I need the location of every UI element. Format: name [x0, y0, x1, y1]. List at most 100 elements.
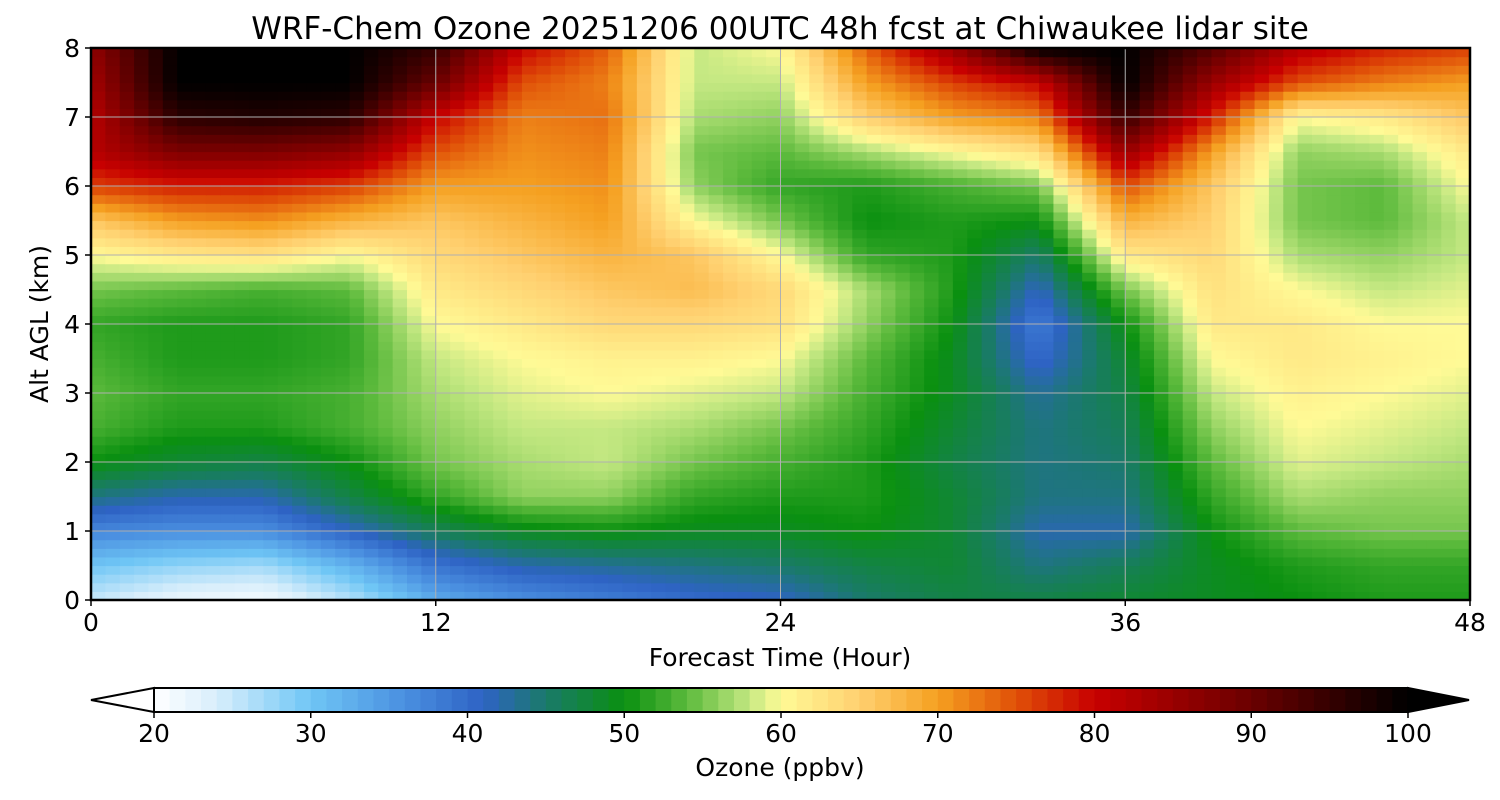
heatmap-cell	[622, 556, 638, 567]
heatmap-cell	[392, 298, 408, 308]
heatmap-cell	[507, 280, 523, 291]
heatmap-cell	[1240, 220, 1256, 230]
heatmap-cell	[981, 151, 997, 161]
heatmap-cell	[881, 479, 897, 489]
heatmap-cell	[1426, 315, 1442, 325]
heatmap-cell	[780, 565, 796, 575]
heatmap-cell	[1053, 211, 1069, 222]
heatmap-cell	[249, 513, 264, 523]
heatmap-cell	[306, 160, 322, 170]
heatmap-cell	[1153, 289, 1169, 299]
heatmap-cell	[263, 211, 279, 222]
heatmap-cell	[723, 272, 738, 282]
heatmap-cell	[981, 548, 997, 558]
heatmap-cell	[1441, 582, 1457, 592]
heatmap-cell	[464, 410, 480, 420]
heatmap-cell	[1168, 384, 1184, 394]
heatmap-cell	[651, 539, 667, 549]
heatmap-cell	[909, 548, 925, 558]
heatmap-cell	[1455, 487, 1470, 498]
heatmap-cell	[1398, 186, 1414, 196]
heatmap-cell	[881, 418, 897, 429]
heatmap-cell	[1326, 177, 1342, 187]
heatmap-cell	[1369, 203, 1385, 213]
heatmap-cell	[895, 298, 911, 308]
heatmap-cell	[837, 272, 853, 282]
heatmap-cell	[837, 410, 853, 420]
heatmap-cell	[191, 539, 207, 549]
heatmap-cell	[1211, 349, 1227, 360]
heatmap-cell	[119, 246, 135, 256]
heatmap-cell	[1039, 246, 1055, 256]
heatmap-cell	[1125, 272, 1141, 282]
heatmap-cell	[895, 591, 911, 600]
heatmap-cell	[766, 263, 782, 273]
heatmap-cell	[335, 289, 351, 299]
heatmap-cell	[292, 160, 308, 170]
heatmap-cell	[737, 306, 753, 316]
heatmap-cell	[450, 410, 466, 420]
heatmap-cell	[608, 237, 624, 247]
heatmap-cell	[1024, 280, 1040, 291]
heatmap-cell	[751, 315, 767, 325]
heatmap-cell	[1455, 582, 1470, 592]
heatmap-cell	[895, 332, 911, 342]
heatmap-cell	[881, 427, 897, 437]
heatmap-cell	[981, 401, 997, 411]
heatmap-cell	[378, 522, 394, 532]
heatmap-cell	[1197, 168, 1213, 178]
heatmap-cell	[651, 565, 667, 575]
heatmap-cell	[1053, 151, 1069, 161]
heatmap-cell	[134, 280, 150, 291]
heatmap-cell	[205, 220, 221, 230]
heatmap-cell	[665, 556, 681, 567]
heatmap-cell	[1283, 582, 1299, 592]
heatmap-cell	[1383, 341, 1399, 351]
heatmap-cell	[105, 142, 121, 153]
heatmap-cell	[1010, 505, 1026, 515]
heatmap-cell	[91, 574, 106, 584]
heatmap-cell	[794, 289, 810, 299]
heatmap-cell	[1211, 393, 1227, 403]
heatmap-cell	[1398, 436, 1414, 446]
heatmap-cell	[608, 556, 624, 567]
heatmap-cell	[119, 487, 135, 498]
heatmap-cell	[435, 462, 451, 472]
heatmap-cell	[1067, 470, 1083, 480]
heatmap-cell	[1082, 375, 1098, 385]
heatmap-cell	[651, 496, 667, 506]
heatmap-cell	[665, 186, 681, 196]
heatmap-cell	[363, 582, 379, 592]
heatmap-cell	[306, 237, 322, 247]
heatmap-cell	[435, 393, 451, 403]
heatmap-cell	[866, 332, 882, 342]
heatmap-cell	[938, 160, 954, 170]
heatmap-cell	[493, 522, 509, 532]
heatmap-cell	[1182, 548, 1198, 558]
heatmap-cell	[220, 427, 236, 437]
heatmap-cell	[349, 246, 365, 256]
heatmap-cell	[665, 289, 681, 299]
heatmap-cell	[349, 280, 365, 291]
heatmap-cell	[292, 203, 308, 213]
heatmap-cell	[608, 427, 624, 437]
heatmap-cell	[809, 341, 825, 351]
heatmap-cell	[679, 255, 695, 265]
heatmap-cell	[536, 427, 552, 437]
heatmap-cell	[493, 462, 509, 472]
heatmap-cell	[967, 548, 983, 558]
heatmap-cell	[1153, 582, 1169, 592]
heatmap-cell	[794, 160, 810, 170]
heatmap-cell	[1326, 401, 1342, 411]
heatmap-cell	[1254, 306, 1270, 316]
heatmap-cell	[306, 418, 322, 429]
heatmap-cell	[565, 574, 580, 584]
heatmap-cell	[1067, 453, 1083, 463]
heatmap-cell	[837, 513, 853, 523]
heatmap-cell	[191, 444, 207, 454]
heatmap-cell	[1024, 444, 1040, 454]
heatmap-cell	[478, 453, 494, 463]
heatmap-cell	[450, 255, 466, 265]
heatmap-cell	[1153, 496, 1169, 506]
heatmap-cell	[536, 591, 552, 600]
